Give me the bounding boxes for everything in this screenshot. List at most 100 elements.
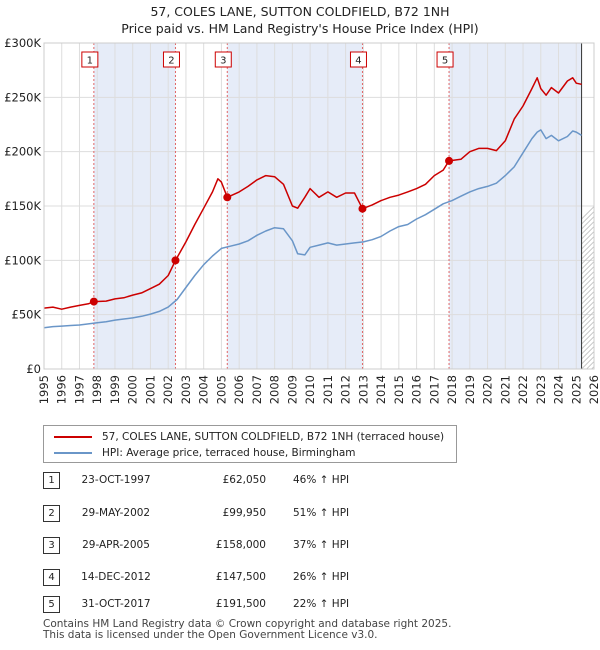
sale-label-box (214, 51, 232, 68)
x-tick-label: 2005 (214, 375, 228, 404)
legend-item-hpi: HPI: Average price, terraced house, Birm… (54, 447, 356, 459)
legend-swatch-hpi (54, 452, 92, 454)
x-tick-label: 2022 (516, 375, 530, 404)
footer-licence: This data is licensed under the Open Gov… (43, 629, 378, 641)
sale-point (171, 256, 180, 265)
table-row: 1 23-OCT-1997 £62,050 46% ↑ HPI (43, 472, 463, 492)
transaction-date: 31-OCT-2017 (81, 598, 151, 610)
transaction-number: 2 (43, 505, 60, 522)
transaction-hpi: 37% ↑ HPI (293, 539, 350, 551)
y-tick-label: £200K (4, 145, 41, 159)
y-tick-label: £50K (12, 308, 42, 322)
legend: 57, COLES LANE, SUTTON COLDFIELD, B72 1N… (43, 425, 457, 463)
hatch-lines (581, 43, 600, 369)
footer: Contains HM Land Registry data © Crown c… (43, 619, 451, 641)
chart-title: 57, COLES LANE, SUTTON COLDFIELD, B72 1N… (150, 4, 450, 19)
x-tick-label: 1995 (37, 375, 51, 404)
transaction-date: 29-APR-2005 (82, 539, 150, 551)
x-tick-label: 2003 (179, 375, 193, 404)
sale-label-text: 5 (442, 56, 448, 67)
legend-swatch-property (54, 436, 92, 438)
legend-label-property: 57, COLES LANE, SUTTON COLDFIELD, B72 1N… (102, 431, 445, 443)
plot-frame (43, 42, 595, 370)
sale-point (358, 204, 367, 213)
chart-subtitle: Price paid vs. HM Land Registry's House … (121, 21, 479, 36)
x-tick-label: 2001 (144, 375, 158, 404)
table-row: 4 14-DEC-2012 £147,500 26% ↑ HPI (43, 569, 463, 589)
x-tick-label: 2023 (534, 375, 548, 404)
series-lines (43, 77, 582, 329)
x-tick-label: 2000 (126, 375, 140, 404)
sale-label-text: 2 (168, 56, 174, 67)
x-tick-label: 2015 (392, 375, 406, 404)
y-tick-label: £150K (4, 199, 41, 213)
x-tick-label: 2017 (427, 375, 441, 404)
x-tick-label: 2008 (268, 375, 282, 404)
y-tick-label: £0 (26, 362, 41, 376)
sale-point (223, 193, 232, 202)
sale-point (445, 156, 454, 165)
x-tick-label: 2025 (569, 375, 583, 404)
sale-label-text: 4 (355, 56, 361, 67)
x-tick-label: 2010 (303, 375, 317, 404)
x-tick-label: 2013 (356, 375, 370, 404)
x-tick-label: 2016 (410, 375, 424, 404)
transaction-date: 29-MAY-2002 (81, 507, 151, 519)
x-tick-label: 2002 (161, 375, 175, 404)
x-tick-label: 1996 (55, 375, 69, 404)
table-row: 2 29-MAY-2002 £99,950 51% ↑ HPI (43, 505, 463, 525)
x-tick-label: 1998 (90, 375, 104, 404)
transaction-price: £147,500 (215, 571, 266, 583)
x-tick-label: 2014 (374, 375, 388, 404)
transaction-date: 23-OCT-1997 (81, 474, 151, 486)
hpi-series-line (43, 129, 582, 329)
x-tick-label: 2021 (498, 375, 512, 404)
sale-labels: 1 2 3 4 5 (81, 51, 454, 68)
x-tick-label: 1997 (73, 375, 87, 404)
hatch-line (581, 311, 594, 325)
hatch-line (581, 306, 594, 320)
x-tick-label: 2007 (250, 375, 264, 404)
x-tick-label: 2024 (552, 375, 566, 404)
x-tick-label: 2006 (232, 375, 246, 404)
property-series-line (43, 77, 582, 310)
future-hatch (581, 43, 600, 369)
x-tick-label: 2020 (481, 375, 495, 404)
sale-label-box (436, 51, 454, 68)
sale-label-box (349, 51, 367, 68)
sale-point (89, 297, 98, 306)
transaction-hpi: 26% ↑ HPI (293, 571, 350, 583)
x-tick-label: 2009 (285, 375, 299, 404)
sale-label-text: 1 (87, 56, 93, 67)
x-tick-label: 2012 (339, 375, 353, 404)
x-tick-label: 1999 (108, 375, 122, 404)
transaction-number: 3 (43, 537, 60, 554)
y-tick-label: £250K (4, 90, 41, 104)
y-axis-ticks: £0 £50K £100K £150K £200K £250K £300K (4, 36, 41, 376)
y-tick-label: £300K (4, 36, 41, 50)
x-tick-label: 2011 (321, 375, 335, 404)
transaction-price: £99,950 (222, 507, 266, 519)
table-row: 3 29-APR-2005 £158,000 37% ↑ HPI (43, 537, 463, 557)
x-axis-ticks: 1995 1996 1997 1998 1999 2000 2001 2002 2003 2004… (37, 375, 600, 404)
table-row: 5 31-OCT-2017 £191,500 22% ↑ HPI (43, 596, 463, 616)
x-tick-label: 2018 (445, 375, 459, 404)
y-tick-label: £100K (4, 253, 41, 267)
transaction-date: 14-DEC-2012 (81, 571, 151, 583)
transaction-hpi: 22% ↑ HPI (293, 598, 350, 610)
x-tick-label: 2019 (463, 375, 477, 404)
hatch-line (597, 43, 600, 369)
transaction-number: 4 (43, 569, 60, 586)
transaction-hpi: 51% ↑ HPI (293, 507, 350, 519)
transaction-price: £191,500 (215, 598, 266, 610)
sale-label-box (81, 51, 99, 68)
x-tick-label: 2004 (197, 375, 211, 404)
sale-label-box (162, 51, 180, 68)
transaction-number: 1 (43, 472, 60, 489)
legend-item-property: 57, COLES LANE, SUTTON COLDFIELD, B72 1N… (54, 431, 444, 443)
price-chart: 1 2 3 4 5 £0 £50K £100K £150K £200K £250K £300K 19… (4, 36, 600, 404)
footer-copyright: Contains HM Land Registry data © Crown c… (43, 618, 452, 630)
sale-points (89, 156, 454, 306)
legend-label-hpi: HPI: Average price, terraced house, Birm… (102, 447, 356, 459)
transaction-price: £62,050 (222, 474, 266, 486)
